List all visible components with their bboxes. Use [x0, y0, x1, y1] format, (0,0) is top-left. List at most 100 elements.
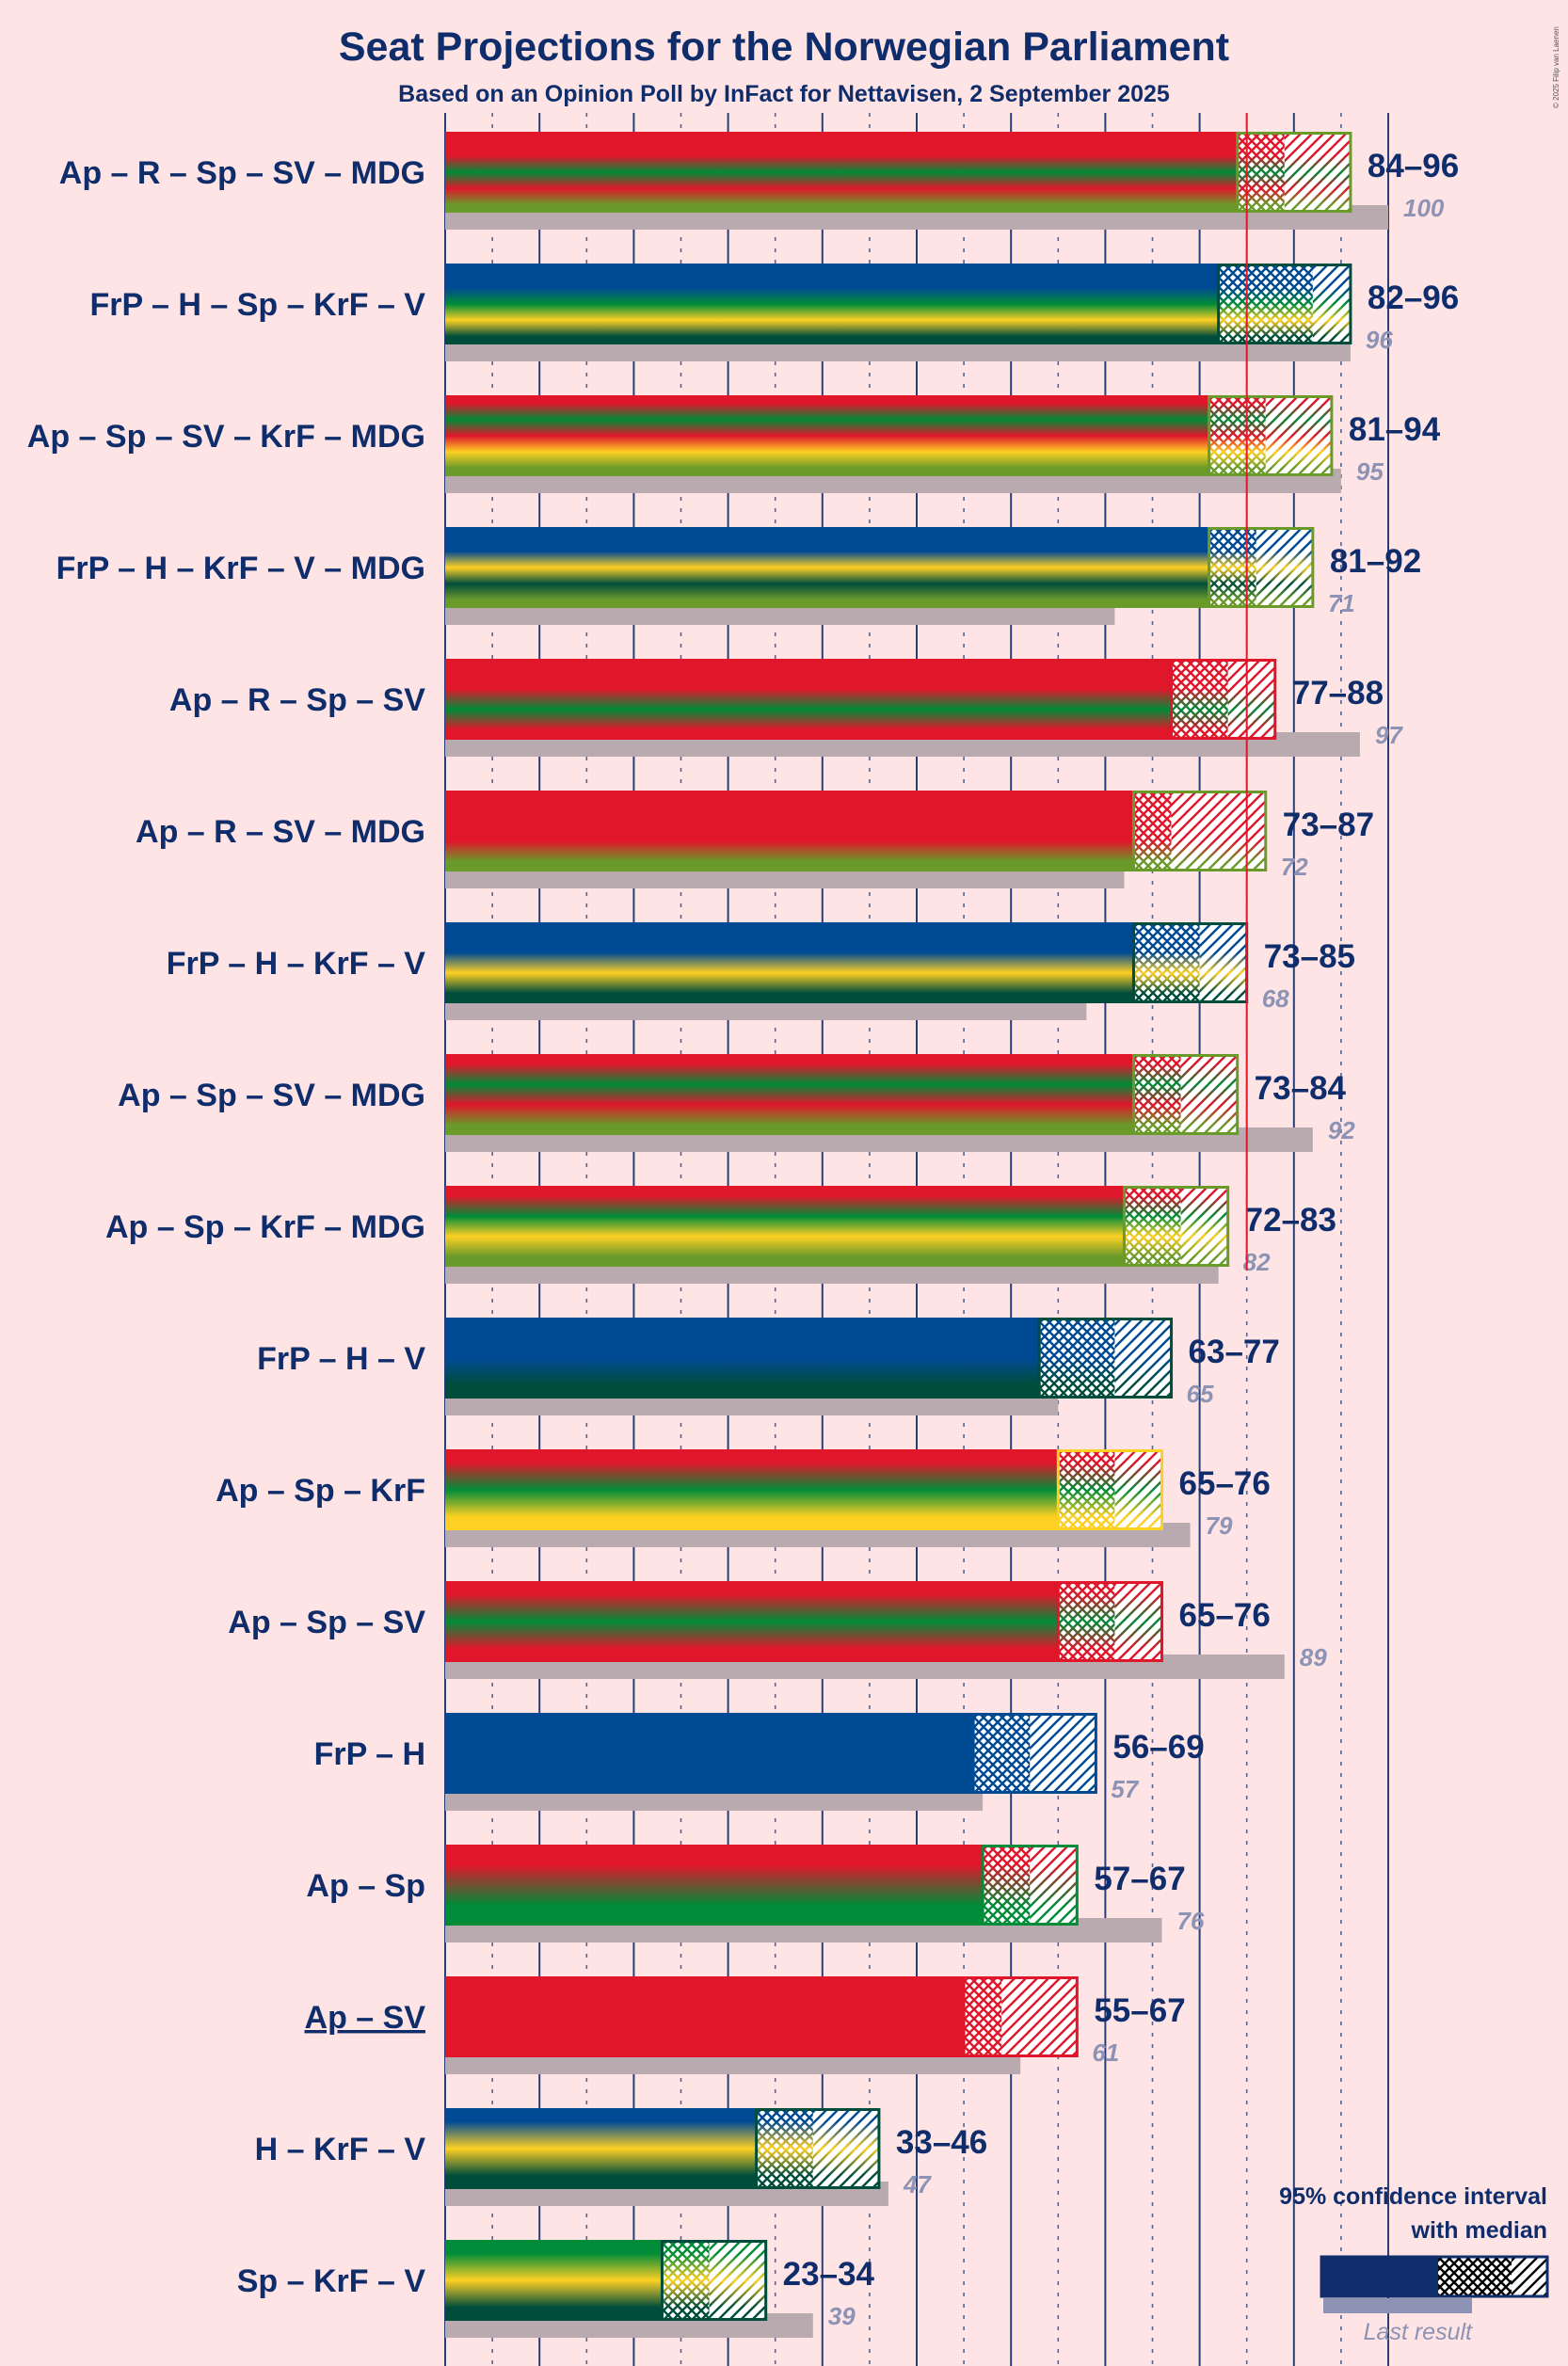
ci-outline [1236, 132, 1352, 213]
ci-upper-half [1114, 1449, 1162, 1530]
coalition-label: Ap – Sp – SV – KrF – MDG [27, 419, 425, 455]
ci-upper-half [1199, 922, 1247, 1003]
ci-outline [660, 2240, 768, 2321]
seat-range-label: 33–46 [896, 2124, 987, 2161]
seat-range-label: 65–76 [1179, 1465, 1271, 1502]
last-result-label: 97 [1375, 721, 1403, 749]
ci-outline [1217, 264, 1352, 344]
ci-outline [1056, 1581, 1164, 1662]
coalition-label: FrP – H – V [257, 1341, 425, 1377]
ci-upper-half [1256, 527, 1313, 608]
last-result-label: 95 [1356, 457, 1384, 486]
ci-lower-half [1039, 1318, 1115, 1399]
last-result-label: 39 [828, 2302, 856, 2330]
coalition-label: FrP – H – Sp – KrF – V [89, 287, 425, 323]
copyright-notice: © 2025 Filip van Laenen [1552, 26, 1560, 108]
legend-diagonal-hatch [1512, 2257, 1547, 2296]
ci-lower-half [1218, 264, 1313, 344]
ci-lower-half [662, 2240, 710, 2321]
ci-hatching [662, 2240, 766, 2321]
ci-upper-half [1180, 1186, 1228, 1267]
coalition-row: FrP – H – KrF – V 73–85 68 [167, 922, 1355, 1020]
ci-lower-half [973, 1713, 1031, 1794]
legend-line2: with median [1411, 2217, 1547, 2244]
coalition-label: Ap – Sp – KrF – MDG [105, 1209, 425, 1245]
ci-upper-half [1284, 132, 1351, 213]
seat-range-label: 82–96 [1368, 280, 1459, 316]
last-result-label: 61 [1092, 2038, 1119, 2067]
ci-upper-half [1001, 1976, 1078, 2057]
seat-range-label: 77–88 [1292, 675, 1384, 711]
ci-lower-half [1124, 1186, 1181, 1267]
ci-upper-half [1030, 1713, 1096, 1794]
coalition-label: FrP – H – KrF – V [167, 946, 426, 982]
ci-hatching [983, 1845, 1078, 1926]
coalition-row: FrP – H – Sp – KrF – V 82–96 96 [89, 264, 1459, 361]
ci-outline [962, 1976, 1079, 2057]
projection-bar [445, 1845, 1078, 1926]
seat-range-label: 65–76 [1179, 1597, 1271, 1634]
coalition-label: Ap – R – Sp – SV [169, 682, 425, 718]
projection-bar [445, 1449, 1162, 1530]
legend-last-label: Last result [1364, 2319, 1473, 2345]
last-result-label: 47 [903, 2170, 932, 2198]
last-result-label: 57 [1111, 1775, 1139, 1803]
legend-line1: 95% confidence interval [1279, 2183, 1547, 2210]
seat-range-label: 73–87 [1283, 807, 1374, 843]
seat-range-label: 23–34 [783, 2256, 875, 2293]
coalition-row: Ap – SV 55–67 61 [305, 1976, 1186, 2074]
coalition-label: FrP – H [314, 1736, 425, 1772]
last-result-label: 89 [1300, 1643, 1327, 1671]
coalition-row: FrP – H 56–69 57 [314, 1713, 1205, 1811]
projection-bar [445, 132, 1351, 213]
ci-outline [1056, 1449, 1164, 1530]
projection-bar [445, 1581, 1162, 1662]
ci-outline [981, 1845, 1079, 1926]
ci-lower-half [1171, 659, 1228, 740]
chart-title: Seat Projections for the Norwegian Parli… [339, 24, 1229, 70]
ci-upper-half [812, 2108, 879, 2189]
projection-bar [445, 659, 1275, 740]
projection-bar [445, 1054, 1238, 1135]
seat-range-label: 72–83 [1245, 1202, 1336, 1239]
ci-upper-half [1114, 1581, 1162, 1662]
coalition-label: Ap – R – Sp – SV – MDG [59, 155, 425, 191]
last-result-label: 79 [1206, 1511, 1233, 1540]
seat-range-label: 73–85 [1264, 938, 1355, 975]
projection-bar [445, 791, 1266, 871]
coalition-row: Ap – R – Sp – SV – MDG 84–96 100 [59, 132, 1459, 230]
ci-outline [1122, 1186, 1230, 1267]
coalition-label: Ap – Sp – SV – MDG [118, 1078, 425, 1113]
coalition-label: Ap – Sp – KrF [216, 1473, 425, 1509]
coalition-label: Ap – Sp [306, 1868, 425, 1904]
ci-lower-half [1237, 132, 1285, 213]
coalition-row: Sp – KrF – V 23–34 39 [237, 2240, 875, 2338]
projection-bar [445, 395, 1332, 476]
ci-lower-half [1133, 922, 1200, 1003]
ci-outline [1037, 1318, 1174, 1399]
seat-range-label: 81–92 [1330, 543, 1421, 580]
projection-bar [445, 922, 1247, 1003]
ci-hatching [1133, 922, 1247, 1003]
coalition-label: Ap – Sp – SV [228, 1605, 425, 1640]
ci-outline [971, 1713, 1097, 1794]
legend-solid-bar [1321, 2257, 1438, 2296]
ci-upper-half [1030, 1845, 1078, 1926]
coalition-label: Sp – KrF – V [237, 2263, 426, 2299]
ci-lower-half [1058, 1581, 1115, 1662]
seat-range-label: 56–69 [1112, 1729, 1204, 1766]
ci-hatching [1208, 527, 1313, 608]
projection-bar [445, 527, 1313, 608]
chart-subtitle: Based on an Opinion Poll by InFact for N… [398, 81, 1170, 107]
seat-range-label: 84–96 [1368, 148, 1459, 184]
seat-range-label: 57–67 [1094, 1861, 1185, 1897]
projection-bar [445, 1186, 1228, 1267]
last-result-label: 100 [1403, 194, 1445, 222]
ci-outline [1208, 395, 1334, 476]
ci-lower-half [756, 2108, 813, 2189]
ci-upper-half [1265, 395, 1332, 476]
coalition-row: Ap – Sp – SV – KrF – MDG 81–94 95 [27, 395, 1441, 493]
ci-lower-half [1133, 791, 1172, 871]
